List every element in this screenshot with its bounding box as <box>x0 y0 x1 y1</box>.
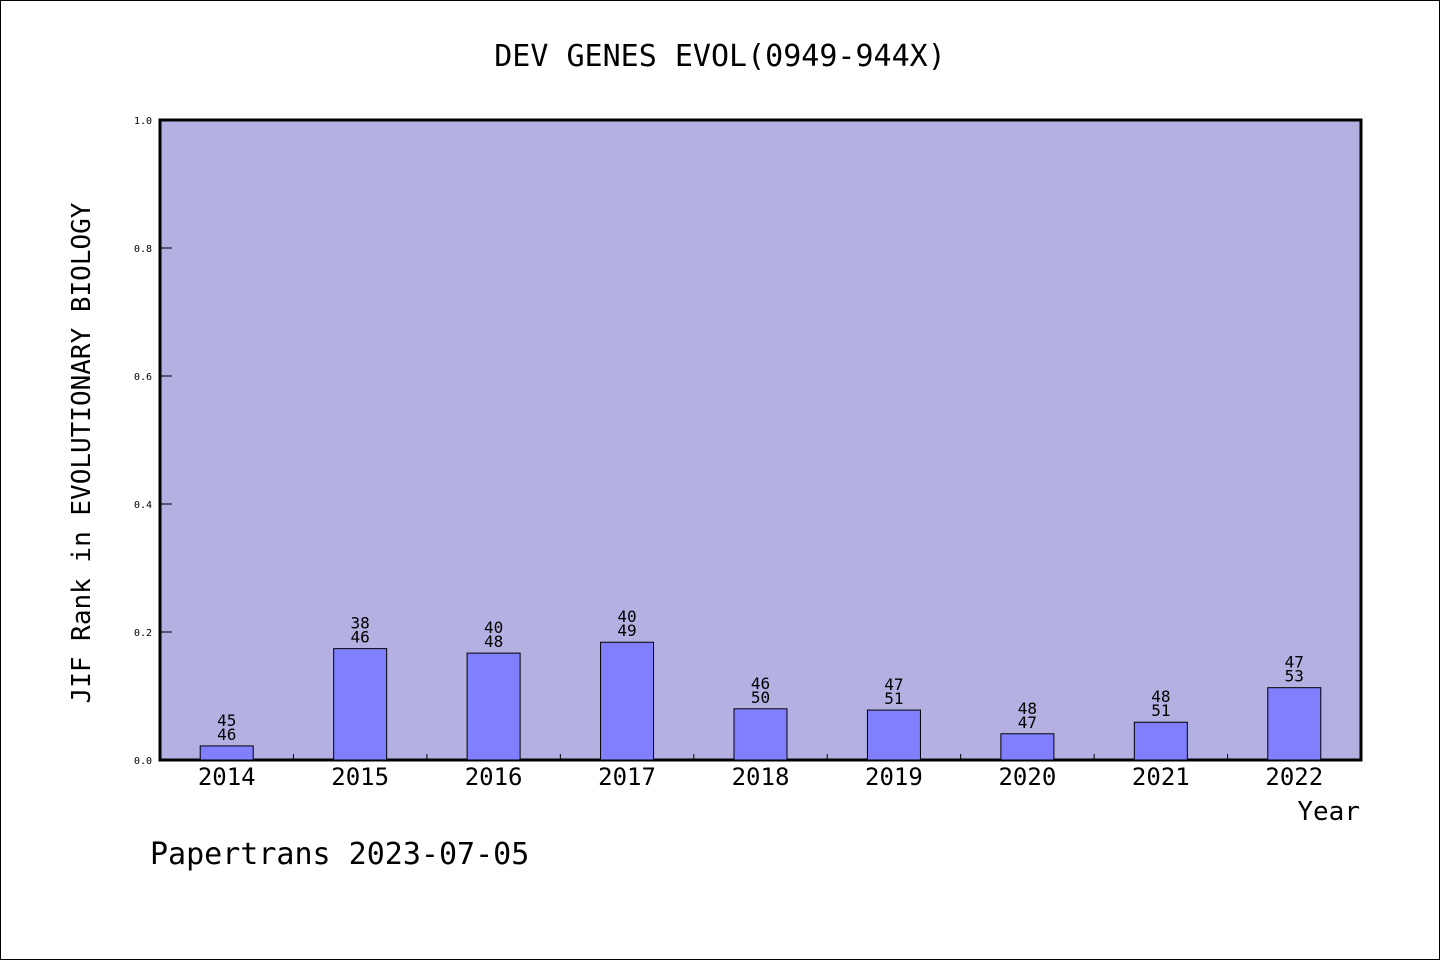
bar-rank-label: 40 <box>484 618 503 637</box>
bar-2020 <box>1000 733 1055 761</box>
bar-rank-label: 48 <box>1018 699 1037 718</box>
bar-total-label: 46 <box>351 628 370 647</box>
bar-total-label: 48 <box>484 632 503 651</box>
x-tick-label: 2021 <box>1132 763 1190 791</box>
y-axis-ticks: 0.0 0.2 0.4 0.6 0.8 1.0 <box>134 116 172 767</box>
y-tick-label: 0.4 <box>134 500 152 511</box>
bar-2016 <box>466 652 521 761</box>
bar-total-label: 47 <box>1018 713 1037 732</box>
bar-rank-label: 46 <box>751 674 770 693</box>
x-tick-label: 2015 <box>331 763 389 791</box>
x-tick-label: 2019 <box>865 763 923 791</box>
bars <box>199 641 1322 761</box>
bar-rank-label: 45 <box>217 711 236 730</box>
bar-2014 <box>199 745 254 761</box>
bar-2019 <box>866 709 921 761</box>
bar-total-label: 46 <box>217 725 236 744</box>
x-tick-label: 2020 <box>998 763 1056 791</box>
bar-rank-label: 47 <box>884 675 903 694</box>
bar-2017 <box>600 641 655 761</box>
bar-total-label: 49 <box>617 621 636 640</box>
chart-title: DEV GENES EVOL(0949-944X) <box>494 39 946 74</box>
x-axis-ticks: 2014 2015 2016 2017 2018 2019 2020 2021 2022 <box>198 754 1323 791</box>
bar-rank-label: 40 <box>617 607 636 626</box>
bar-2015 <box>333 648 388 761</box>
x-tick-label: 2014 <box>198 763 256 791</box>
bar-2018 <box>733 708 788 761</box>
y-tick-label: 0.8 <box>134 244 152 255</box>
bar-total-label: 53 <box>1285 667 1304 686</box>
x-tick-label: 2018 <box>732 763 790 791</box>
bar-rank-label: 48 <box>1151 687 1170 706</box>
x-axis-label: Year <box>1297 797 1360 827</box>
bar-total-label: 50 <box>751 688 770 707</box>
bar-rank-label: 47 <box>1285 653 1304 672</box>
y-axis-label: JIF Rank in EVOLUTIONARY BIOLOGY <box>67 202 97 703</box>
y-tick-label: 1.0 <box>134 116 152 127</box>
x-tick-label: 2016 <box>465 763 523 791</box>
bar-total-label: 51 <box>1151 701 1170 720</box>
bar-total-label: 51 <box>884 689 903 708</box>
bar-2021 <box>1133 721 1188 761</box>
y-tick-label: 0.2 <box>134 628 152 639</box>
footer-credit: Papertrans 2023-07-05 <box>150 837 529 872</box>
bar-rank-label: 38 <box>351 614 370 633</box>
x-tick-label: 2022 <box>1265 763 1323 791</box>
y-tick-label: 0.0 <box>134 756 152 767</box>
y-tick-label: 0.6 <box>134 372 152 383</box>
bar-2022 <box>1267 687 1322 761</box>
x-tick-label: 2017 <box>598 763 656 791</box>
